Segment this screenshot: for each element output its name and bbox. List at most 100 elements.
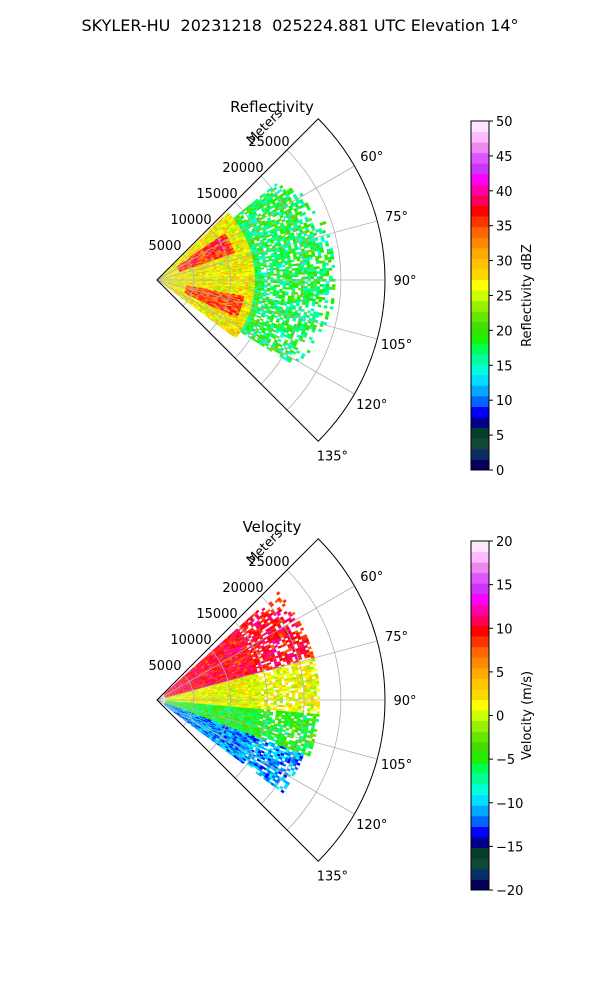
- colorbar-swatch: [471, 406, 489, 418]
- echo-field: [158, 182, 336, 364]
- colorbar-swatch: [471, 657, 489, 669]
- theta-tick-label: 90°: [393, 694, 416, 709]
- theta-tick-label: 90°: [393, 274, 416, 289]
- colorbar-swatch: [471, 604, 489, 616]
- theta-tick-label: 60°: [360, 570, 383, 585]
- colorbar-tick-label: 15: [496, 359, 513, 374]
- colorbar-swatch: [471, 805, 489, 817]
- colorbar-swatch: [471, 427, 489, 439]
- colorbar-swatch: [471, 332, 489, 344]
- theta-tick-label: 135°: [317, 869, 348, 884]
- colorbar-swatch: [471, 689, 489, 701]
- colorbar-swatch: [471, 131, 489, 143]
- theta-tick-label: 135°: [317, 449, 348, 464]
- colorbar-swatch: [471, 438, 489, 450]
- colorbar-swatch: [471, 615, 489, 627]
- colorbar-swatch: [471, 353, 489, 365]
- colorbar-swatch: [471, 152, 489, 164]
- colorbar-swatch: [471, 142, 489, 154]
- colorbar-swatch: [471, 205, 489, 217]
- colorbar-swatch: [471, 385, 489, 397]
- colorbar-swatch: [471, 374, 489, 386]
- colorbar-swatch: [471, 868, 489, 880]
- theta-tick-label: 105°: [381, 758, 412, 773]
- colorbar-swatch: [471, 417, 489, 429]
- colorbar-label: Velocity (m/s): [520, 671, 535, 760]
- colorbar-swatch: [471, 699, 489, 711]
- colorbar-tick-label: 5: [496, 666, 504, 681]
- colorbar-swatch: [471, 184, 489, 196]
- colorbar-swatch: [471, 826, 489, 838]
- colorbar-swatch: [471, 364, 489, 376]
- colorbar-label: Reflectivity dBZ: [520, 244, 535, 347]
- azimuth-line: [156, 585, 355, 701]
- colorbar-swatch: [471, 678, 489, 690]
- colorbar-swatch: [471, 625, 489, 637]
- colorbar-swatch: [471, 741, 489, 753]
- colorbar-tick-label: −5: [496, 753, 515, 768]
- colorbar-tick-label: 10: [496, 394, 513, 409]
- colorbar-swatch: [471, 551, 489, 563]
- panel-title: Reflectivity: [230, 98, 314, 116]
- colorbar-swatch: [471, 173, 489, 185]
- colorbar-tick-label: 10: [496, 622, 513, 637]
- reflectivity-panel: Reflectivity60°75°90°105°120°135°5000100…: [148, 98, 535, 479]
- colorbar-swatch: [471, 763, 489, 775]
- colorbar-tick-label: 5: [496, 429, 504, 444]
- colorbar-tick-label: 0: [496, 710, 504, 725]
- azimuth-line: [156, 220, 378, 281]
- colorbar-swatch: [471, 395, 489, 407]
- colorbar-swatch: [471, 269, 489, 281]
- colorbar-swatch: [471, 837, 489, 849]
- colorbar-swatch: [471, 847, 489, 859]
- radial-tick-label: 5000: [148, 659, 181, 674]
- colorbar-swatch: [471, 879, 489, 891]
- theta-tick-label: 120°: [356, 818, 387, 833]
- radial-tick-label: 20000: [222, 581, 263, 596]
- colorbar-swatch: [471, 279, 489, 291]
- colorbar: 0 5 10 15 20 25 30 35 40 45 50 Reflectivity dBZ: [470, 115, 535, 479]
- radial-tick-label: 15000: [196, 187, 237, 202]
- sector-outline: [156, 538, 386, 862]
- radial-tick-label: 25000: [248, 135, 289, 150]
- azimuth-line: [156, 279, 378, 340]
- colorbar-tick-label: 20: [496, 324, 513, 339]
- theta-tick-label: 60°: [360, 150, 383, 165]
- colorbar-tick-label: 40: [496, 185, 513, 200]
- radial-tick-label: 25000: [248, 555, 289, 570]
- colorbar-tick-label: 35: [496, 220, 513, 235]
- colorbar-swatch: [471, 448, 489, 460]
- colorbar: −20 −15 −10 −5 0 5 10 15 20 Velocity (m/s): [470, 535, 535, 899]
- colorbar-swatch: [471, 237, 489, 249]
- colorbar-tick-label: 45: [496, 150, 513, 165]
- colorbar-swatch: [471, 321, 489, 333]
- colorbar-swatch: [471, 720, 489, 732]
- colorbar-tick-label: 25: [496, 290, 513, 305]
- colorbar-tick-label: 30: [496, 255, 513, 270]
- colorbar-swatch: [471, 247, 489, 259]
- colorbar-swatch: [471, 290, 489, 302]
- radial-tick-label: 20000: [222, 161, 263, 176]
- radial-tick-label: 5000: [148, 239, 181, 254]
- radial-tick-label: 10000: [170, 633, 211, 648]
- colorbar-swatch: [471, 773, 489, 785]
- colorbar-tick-label: −20: [496, 884, 523, 899]
- azimuth-line: [156, 165, 355, 281]
- colorbar-tick-label: −15: [496, 840, 523, 855]
- azimuth-line: [156, 640, 378, 701]
- sector-outline: [156, 118, 386, 442]
- colorbar-swatch: [471, 311, 489, 323]
- colorbar-swatch: [471, 784, 489, 796]
- colorbar-swatch: [471, 195, 489, 207]
- theta-tick-label: 105°: [381, 338, 412, 353]
- colorbar-swatch: [471, 216, 489, 228]
- colorbar-swatch: [471, 646, 489, 658]
- colorbar-swatch: [471, 562, 489, 574]
- velocity-panel: Velocity 60° 75° 90° 105° 120° 135° 5000 10000 15…: [148, 518, 535, 899]
- theta-tick-label: 75°: [385, 210, 408, 225]
- azimuth-line: [156, 699, 355, 815]
- colorbar-swatch: [471, 667, 489, 679]
- colorbar-tick-label: 20: [496, 535, 513, 550]
- colorbar-swatch: [471, 121, 489, 132]
